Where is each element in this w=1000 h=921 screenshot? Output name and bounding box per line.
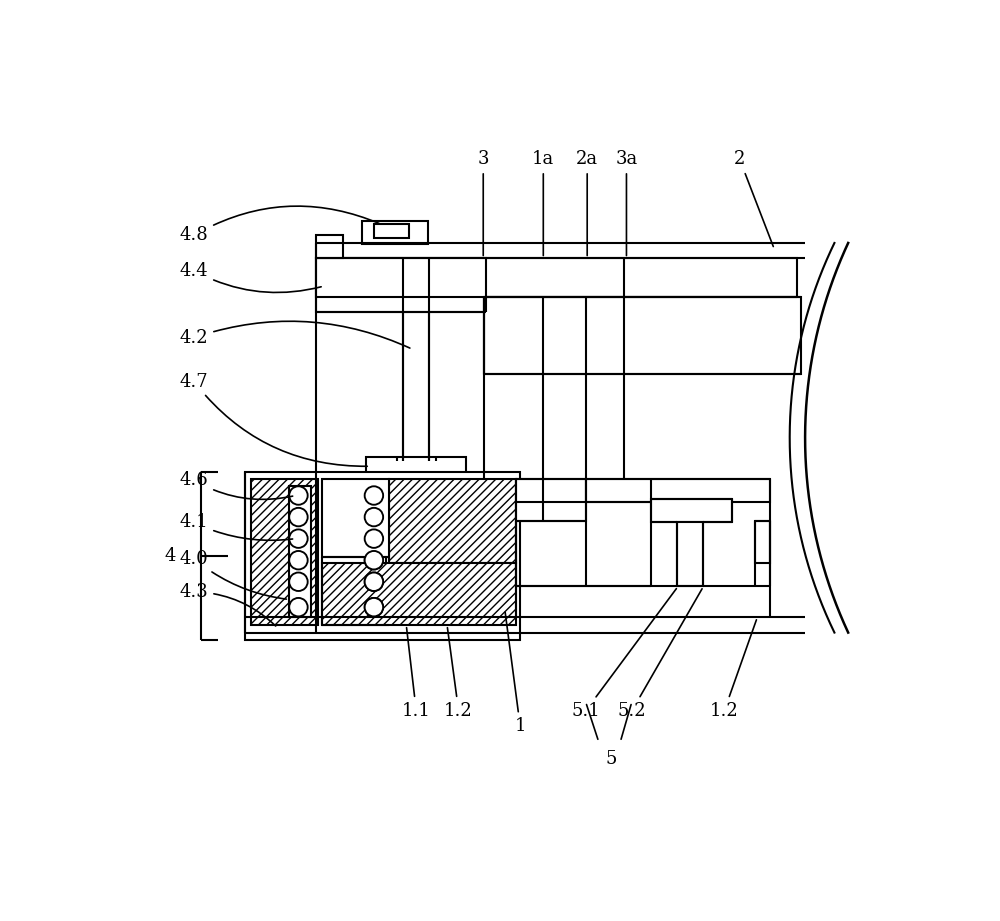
Text: 1.1: 1.1 [402, 627, 431, 720]
Bar [516, 479, 586, 521]
Bar [651, 499, 732, 522]
Circle shape [365, 507, 383, 526]
Circle shape [365, 598, 383, 616]
Circle shape [365, 551, 383, 569]
Text: 2a: 2a [576, 150, 598, 256]
Bar [365, 485, 386, 564]
Text: 4.1: 4.1 [180, 514, 293, 541]
Circle shape [289, 530, 308, 548]
Text: 4: 4 [164, 547, 176, 565]
Circle shape [289, 486, 308, 505]
Circle shape [289, 507, 308, 526]
Circle shape [289, 598, 308, 616]
Text: 1a: 1a [532, 150, 554, 256]
Text: 4.2: 4.2 [180, 321, 410, 348]
Circle shape [365, 573, 383, 591]
Circle shape [289, 551, 308, 569]
Bar [316, 259, 486, 312]
Bar [316, 235, 343, 259]
Circle shape [365, 486, 383, 505]
Text: 3: 3 [477, 150, 489, 256]
Text: 4.7: 4.7 [180, 373, 367, 466]
Text: 3a: 3a [615, 150, 638, 256]
Bar [322, 564, 516, 624]
Bar [677, 522, 703, 587]
Text: 4.0: 4.0 [180, 550, 286, 600]
Text: 4.3: 4.3 [180, 583, 276, 626]
Text: 1.2: 1.2 [444, 627, 473, 720]
Text: 1: 1 [505, 612, 526, 735]
Text: 5.2: 5.2 [618, 589, 702, 720]
Bar [322, 479, 389, 557]
Bar [289, 485, 311, 617]
Text: 4.8: 4.8 [180, 206, 379, 244]
Bar [316, 259, 797, 297]
Text: 2: 2 [734, 150, 773, 247]
Text: 1.2: 1.2 [710, 620, 756, 720]
Bar [362, 221, 428, 244]
Bar [245, 472, 520, 640]
Bar [484, 297, 801, 374]
Bar [374, 225, 409, 239]
Bar [251, 479, 318, 624]
Bar [389, 479, 516, 564]
Text: 4.4: 4.4 [180, 262, 321, 293]
Circle shape [365, 530, 383, 548]
Bar [366, 457, 466, 474]
Bar [586, 479, 770, 502]
Text: 5: 5 [605, 750, 617, 767]
Circle shape [289, 573, 308, 591]
Text: 5.1: 5.1 [571, 589, 676, 720]
Bar [755, 521, 770, 564]
Text: 4.6: 4.6 [180, 472, 293, 499]
